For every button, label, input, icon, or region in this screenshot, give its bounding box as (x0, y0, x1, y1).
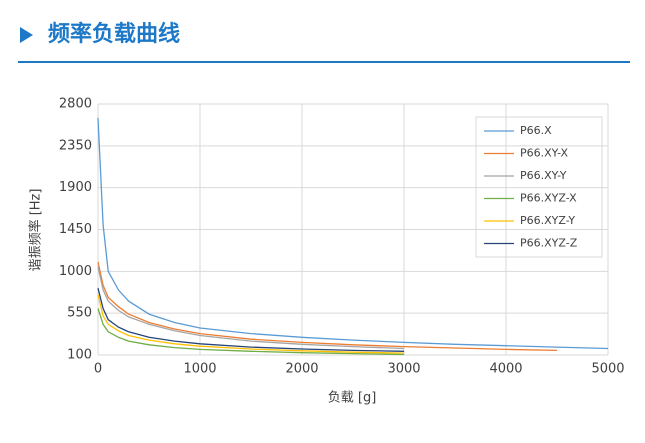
y-tick-label: 1000 (59, 264, 92, 279)
legend-label: P66.XY-X (520, 147, 568, 160)
series-line (97, 261, 558, 352)
x-tick-label: 4000 (489, 362, 522, 377)
series-line (97, 308, 405, 356)
legend-label: P66.XY-Y (520, 169, 567, 182)
x-tick-label: 2000 (285, 362, 318, 377)
y-tick-label: 100 (67, 348, 92, 363)
legend-box (475, 116, 603, 258)
x-tick-label: 5000 (591, 362, 624, 377)
legend-label: P66.XYZ-Y (520, 214, 575, 227)
y-tick-label: 2800 (59, 97, 92, 112)
y-tick-label: 550 (67, 306, 92, 321)
y-tick-label: 1900 (59, 180, 92, 195)
x-axis-label: 负载 [g] (328, 391, 377, 406)
legend-label: P66.XYZ-X (520, 192, 577, 205)
series-line (97, 287, 405, 352)
x-tick-label: 3000 (387, 362, 420, 377)
title-marker (20, 27, 33, 43)
y-axis-label: 谐振频率 [Hz] (28, 189, 44, 272)
series-line (97, 117, 609, 350)
legend-label: P66.XYZ-Z (520, 237, 578, 250)
y-tick-label: 1450 (59, 222, 92, 237)
legend-label: P66.X (520, 124, 552, 137)
x-tick-label: 0 (94, 362, 102, 377)
x-tick-label: 1000 (183, 362, 216, 377)
y-tick-label: 2350 (59, 138, 92, 153)
series-line (97, 294, 405, 354)
series-line (97, 266, 405, 350)
page-title: 频率负载曲线 (48, 21, 180, 47)
